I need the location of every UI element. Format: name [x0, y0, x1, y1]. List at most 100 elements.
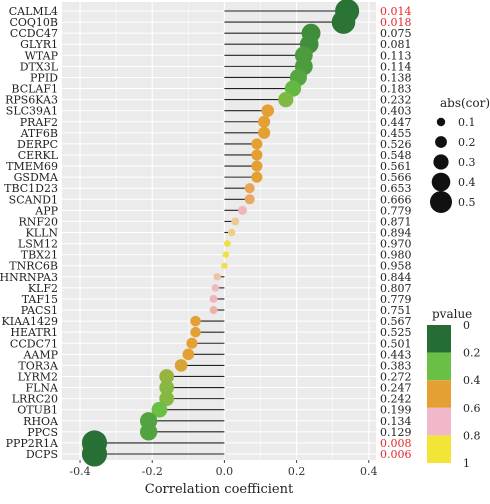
pvalue-label: 0.501	[380, 337, 412, 350]
y-axis-label: SLC39A1	[6, 105, 58, 118]
pvalue-label: 0.455	[380, 127, 412, 140]
pvalue-label: 0.242	[380, 393, 412, 406]
data-point	[251, 138, 263, 150]
pvalue-label: 0.958	[380, 260, 412, 273]
color-legend-label: 0.2	[463, 347, 481, 360]
data-point	[209, 306, 218, 315]
pvalue-label: 0.666	[380, 193, 412, 206]
y-axis-label: DCPS	[26, 448, 58, 461]
size-legend-symbol	[436, 117, 446, 127]
y-axis-label: KLLN	[26, 227, 59, 240]
y-axis-label: APP	[34, 204, 58, 217]
y-axis-label: GLYR1	[20, 38, 58, 51]
pvalue-label: 0.447	[380, 116, 412, 129]
data-point	[190, 326, 201, 338]
data-point	[182, 348, 195, 361]
data-point	[261, 104, 275, 117]
size-legend-label: 0.5	[458, 196, 476, 209]
pvalue-label: 0.525	[380, 326, 412, 339]
color-legend-label: 1	[463, 457, 470, 470]
y-axis-label: RNF20	[18, 215, 58, 228]
pvalue-label: 0.113	[380, 49, 412, 62]
data-point	[81, 441, 108, 467]
data-point	[278, 91, 294, 108]
data-point	[251, 171, 263, 183]
y-axis-label: PPID	[30, 71, 58, 84]
data-point	[244, 194, 255, 205]
color-legend-band	[427, 380, 451, 408]
size-legend-symbol	[433, 154, 449, 170]
pvalue-label: 0.779	[380, 204, 412, 217]
plot-panel	[62, 2, 376, 460]
data-point	[227, 228, 236, 237]
data-point	[174, 359, 188, 372]
pvalue-label: 0.566	[380, 171, 412, 184]
color-legend: pvalue 0 0.2 0.4 0.6 0.8 1	[427, 307, 481, 470]
data-point	[258, 126, 271, 139]
size-legend-label: 0.1	[458, 116, 476, 129]
y-axis-label: ATF6B	[20, 127, 58, 140]
y-axis-label: CCDC71	[10, 337, 58, 350]
y-axis-label: LSM12	[18, 238, 58, 251]
y-axis-label: DTX3L	[20, 60, 59, 73]
pvalue-label: 0.134	[380, 415, 412, 428]
y-axis-label: FLNA	[25, 382, 59, 395]
y-axis-label: COQ10B	[9, 16, 58, 29]
color-legend-band	[427, 435, 451, 463]
y-axis-label: SCAND1	[9, 193, 58, 206]
pvalue-label: 0.871	[380, 215, 412, 228]
y-axis-label: TBC1D23	[4, 182, 58, 195]
y-axis-label: HEATR1	[10, 326, 58, 339]
data-point	[237, 205, 247, 215]
size-legend-symbol	[431, 172, 451, 192]
data-point	[211, 284, 220, 292]
y-axis-label: KIAA1429	[2, 315, 58, 328]
data-point	[251, 160, 263, 172]
y-axis-label: CCDC47	[10, 27, 58, 40]
size-legend-symbol	[430, 191, 452, 213]
color-legend-band	[427, 352, 451, 381]
y-axis-label: BCLAF1	[11, 83, 58, 96]
y-axis-label: AAMP	[22, 348, 58, 361]
y-axis-label: RHOA	[23, 415, 59, 428]
data-point	[258, 115, 271, 128]
data-point	[223, 240, 231, 247]
data-point	[159, 380, 175, 395]
y-axis-label: DERPC	[17, 138, 58, 151]
color-legend-band	[427, 325, 451, 353]
data-point	[139, 423, 158, 441]
y-axis-label: TMEM69	[6, 160, 58, 173]
x-axis-ticks: -0.4 -0.2 0.0 0.2 0.4	[69, 460, 378, 478]
pvalue-label: 0.403	[380, 105, 412, 118]
pvalue-label: 0.567	[380, 315, 412, 328]
data-point	[231, 217, 240, 226]
size-legend-label: 0.3	[458, 156, 476, 169]
pvalue-label: 0.247	[380, 382, 412, 395]
pvalue-label: 0.970	[380, 238, 412, 251]
color-legend-label: 0.8	[463, 429, 481, 442]
y-axis-label: HNRNPA3	[0, 271, 58, 284]
pvalue-label: 0.443	[380, 348, 412, 361]
y-axis-label: TBX21	[21, 249, 58, 262]
data-point	[213, 273, 221, 281]
y-axis-labels: CALML4COQ10BCCDC47GLYR1WTAPDTX3LPPIDBCLA…	[0, 5, 59, 461]
points	[81, 0, 360, 467]
data-point	[151, 401, 168, 418]
pvalue-label: 0.272	[380, 370, 412, 383]
data-point	[284, 80, 302, 97]
pvalue-label: 0.006	[380, 448, 412, 461]
data-point	[159, 391, 175, 406]
x-axis-title: Correlation coefficient	[145, 482, 294, 497]
y-axis-label: PPCS	[27, 426, 58, 439]
pvalue-label: 0.807	[380, 282, 412, 295]
x-tick-label: 0.0	[216, 465, 234, 478]
data-point	[190, 315, 201, 327]
x-tick-label: 0.2	[288, 465, 306, 478]
pvalue-label: 0.561	[380, 160, 412, 173]
y-axis-label: KLF2	[28, 282, 58, 295]
data-point	[186, 337, 198, 349]
color-legend-label: 0.4	[463, 374, 481, 387]
data-point	[251, 149, 263, 161]
